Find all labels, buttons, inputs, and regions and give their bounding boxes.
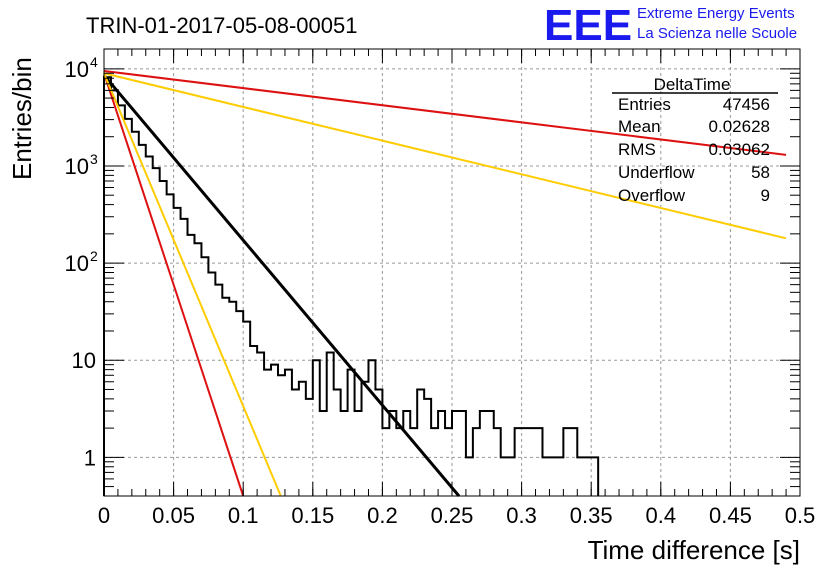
eee-logo-mark: EEE (544, 1, 632, 50)
x-tick-label: 0.05 (152, 503, 195, 528)
histogram-layer (103, 76, 600, 496)
x-tick-label: 0.15 (291, 503, 334, 528)
stats-value-entries: 47456 (723, 95, 770, 114)
x-tick-label: 0.1 (228, 503, 259, 528)
axes: 0 0.05 0.1 0.15 0.2 0.25 0.3 0.35 0.4 0.45 0.5 1 10 1… (65, 48, 816, 528)
eee-logo-line2: La Scienza nelle Scuole (637, 25, 797, 42)
y-tick-exponent: 2 (90, 248, 98, 264)
stats-label-rms: RMS (618, 140, 656, 159)
fit-line-orange (103, 72, 787, 240)
x-tick-label: 0.3 (506, 503, 537, 528)
y-tick-label: 10 (65, 57, 89, 82)
x-tick-label: 0 (98, 503, 110, 528)
y-tick-exponent: 3 (90, 151, 98, 167)
stats-value-underflow: 58 (751, 163, 770, 182)
eee-logo-line1: Extreme Energy Events (637, 5, 795, 22)
fit-line-red (103, 69, 787, 156)
stats-label-entries: Entries (618, 95, 671, 114)
y-tick-exponent: 4 (90, 54, 98, 70)
stats-label-overflow: Overflow (618, 186, 686, 205)
stats-label-mean: Mean (618, 117, 661, 136)
y-tick-label: 10 (65, 154, 89, 179)
x-tick-label: 0.2 (367, 503, 398, 528)
y-tick-label: 10 (65, 251, 89, 276)
x-tick-label: 0.4 (646, 503, 677, 528)
plot-frame (103, 48, 801, 497)
stats-value-overflow: 9 (761, 186, 770, 205)
fit-line-orange (103, 72, 282, 497)
stats-label-underflow: Underflow (618, 163, 695, 182)
fit-line-black (102, 74, 461, 497)
stats-box: DeltaTime Entries 47456 Mean 0.02628 RMS… (612, 75, 778, 205)
stats-value-rms: 0.03062 (709, 140, 770, 159)
y-tick-label: 1 (84, 445, 96, 470)
x-tick-label: 0.25 (431, 503, 474, 528)
histogram-steps (103, 76, 600, 496)
x-tick-label: 0.35 (570, 503, 613, 528)
x-axis-label: Time difference [s] (588, 535, 800, 565)
y-tick-label: 10 (72, 348, 96, 373)
stats-title: DeltaTime (654, 75, 731, 94)
x-tick-label: 0.45 (709, 503, 752, 528)
fit-lines-layer (102, 69, 787, 497)
run-title: TRIN-01-2017-05-08-00051 (86, 13, 358, 38)
stats-value-mean: 0.02628 (709, 117, 770, 136)
x-tick-label: 0.5 (785, 503, 816, 528)
fit-line-red (103, 72, 245, 497)
y-axis-label: Entries/bin (7, 57, 37, 180)
